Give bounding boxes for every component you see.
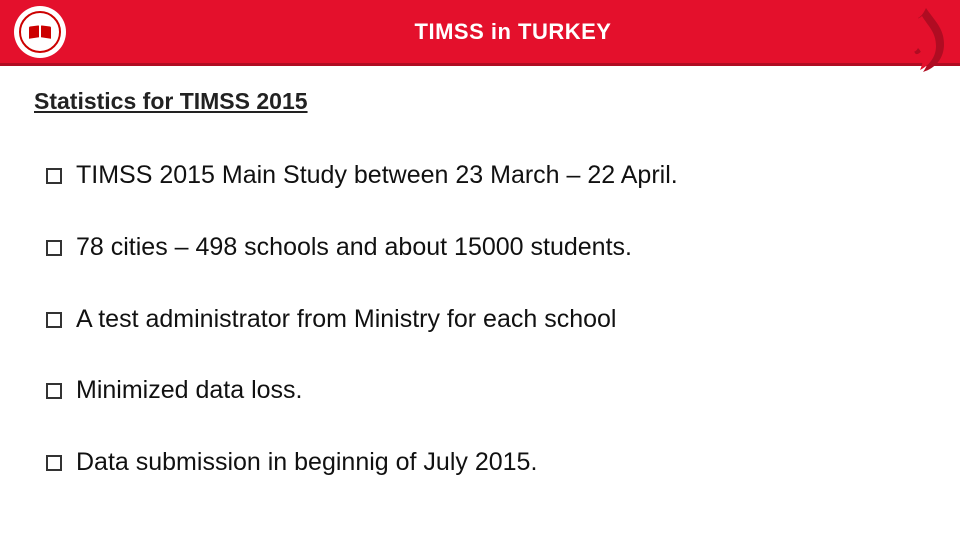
slide-content: Statistics for TIMSS 2015 TIMSS 2015 Mai… (0, 66, 960, 480)
flame-logo (896, 6, 950, 74)
list-item: TIMSS 2015 Main Study between 23 March –… (76, 159, 930, 193)
header-band: TIMSS in TURKEY (0, 0, 960, 66)
list-item: Data submission in beginnig of July 2015… (76, 446, 930, 480)
list-item: 78 cities – 498 schools and about 15000 … (76, 231, 930, 265)
slide-subtitle: Statistics for TIMSS 2015 (34, 88, 930, 115)
meb-logo (14, 6, 66, 58)
flame-icon (896, 6, 950, 74)
list-item: Minimized data loss. (76, 374, 930, 408)
meb-logo-ring (19, 11, 61, 53)
bullet-list: TIMSS 2015 Main Study between 23 March –… (30, 159, 930, 480)
book-icon (29, 25, 51, 39)
list-item: A test administrator from Ministry for e… (76, 303, 930, 337)
slide-title: TIMSS in TURKEY (66, 19, 960, 45)
